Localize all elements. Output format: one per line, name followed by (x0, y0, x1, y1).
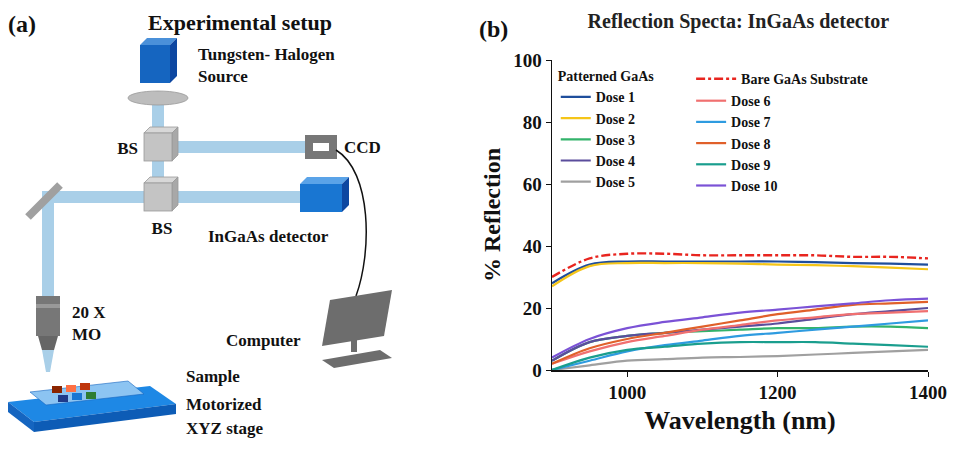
svg-text:0: 0 (532, 360, 542, 381)
svg-text:MO: MO (72, 325, 101, 344)
svg-text:60: 60 (523, 174, 542, 195)
svg-text:Dose 6: Dose 6 (731, 94, 770, 109)
svg-text:Dose 4: Dose 4 (596, 154, 635, 169)
svg-text:20 X: 20 X (72, 303, 106, 322)
svg-text:Reflection Specta: InGaAs dete: Reflection Specta: InGaAs detector (588, 10, 890, 33)
svg-text:BS: BS (152, 219, 173, 238)
svg-text:InGaAs detector: InGaAs detector (208, 227, 329, 246)
svg-text:Patterned GaAs: Patterned GaAs (558, 69, 655, 84)
svg-text:1000: 1000 (608, 382, 646, 403)
svg-text:Dose 8: Dose 8 (731, 137, 770, 152)
svg-text:Dose 10: Dose 10 (731, 179, 777, 194)
svg-text:Wavelength (nm): Wavelength (nm) (644, 406, 835, 435)
svg-text:(a): (a) (8, 11, 36, 37)
svg-text:Bare GaAs Substrate: Bare GaAs Substrate (741, 72, 868, 87)
svg-text:Motorized: Motorized (186, 395, 262, 414)
svg-text:1400: 1400 (909, 382, 947, 403)
svg-text:1200: 1200 (759, 382, 797, 403)
svg-text:(b): (b) (479, 16, 508, 42)
svg-text:100: 100 (513, 50, 542, 71)
svg-text:Dose 7: Dose 7 (731, 115, 770, 130)
svg-text:Source: Source (198, 67, 248, 86)
svg-text:Experimental setup: Experimental setup (148, 10, 332, 35)
svg-text:40: 40 (523, 236, 542, 257)
svg-text:Dose 9: Dose 9 (731, 158, 770, 173)
svg-text:BS: BS (117, 139, 138, 158)
svg-text:CCD: CCD (344, 138, 381, 157)
svg-text:Dose 2: Dose 2 (596, 112, 635, 127)
svg-text:Dose 3: Dose 3 (596, 133, 635, 148)
svg-text:Dose 1: Dose 1 (596, 90, 635, 105)
svg-text:Sample: Sample (186, 367, 240, 386)
svg-text:XYZ stage: XYZ stage (186, 419, 263, 438)
svg-text:Computer: Computer (226, 331, 301, 350)
svg-text:20: 20 (523, 298, 542, 319)
svg-text:% Reflection: % Reflection (479, 148, 505, 282)
svg-text:Dose 5: Dose 5 (596, 175, 635, 190)
svg-text:Tungsten- Halogen: Tungsten- Halogen (198, 45, 335, 64)
svg-text:80: 80 (523, 112, 542, 133)
